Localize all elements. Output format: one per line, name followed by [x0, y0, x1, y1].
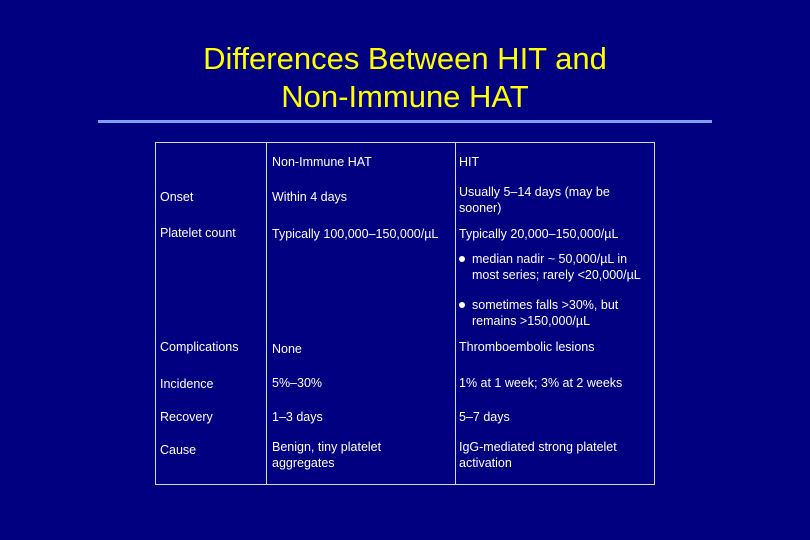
- row-label-incidence: Incidence: [160, 377, 214, 391]
- comparison-table: Non-Immune HAT HIT Onset Within 4 days U…: [155, 142, 655, 485]
- row-label-platelet-count: Platelet count: [160, 226, 236, 240]
- cell-recovery-hit: 5–7 days: [459, 410, 510, 424]
- header-hit: HIT: [459, 155, 480, 169]
- header-non-immune-hat: Non-Immune HAT: [272, 155, 372, 169]
- cell-incidence-nonimmune: 5%–30%: [272, 376, 323, 390]
- table-column-divider-1: [266, 142, 267, 485]
- cell-platelet-hit: Typically 20,000–150,000/µL: [459, 227, 619, 241]
- slide-title: Differences Between HIT and Non-Immune H…: [0, 40, 810, 116]
- bullet-icon: [459, 302, 465, 308]
- cell-platelet-nonimmune: Typically 100,000–150,000/µL: [272, 227, 439, 241]
- cell-onset-hit: Usually 5–14 days (may be sooner): [459, 185, 610, 215]
- bullet-icon: [459, 256, 465, 262]
- cell-cause-nonimmune: Benign, tiny platelet aggregates: [272, 440, 382, 470]
- slide-title-line-1: Differences Between HIT and: [203, 41, 607, 76]
- slide-title-line-2: Non-Immune HAT: [281, 79, 529, 114]
- table-column-divider-2: [455, 142, 456, 485]
- table-border-bottom: [155, 484, 655, 485]
- cell-onset-nonimmune: Within 4 days: [272, 190, 348, 204]
- row-label-complications: Complications: [160, 340, 239, 354]
- table-border-left: [155, 142, 156, 485]
- row-label-cause: Cause: [160, 443, 197, 457]
- table-border-top: [155, 142, 655, 143]
- title-divider: [98, 120, 712, 123]
- table-border-right: [654, 142, 655, 485]
- row-label-onset: Onset: [160, 190, 194, 204]
- cell-cause-hit: IgG-mediated strong platelet activation: [459, 440, 617, 470]
- row-label-recovery: Recovery: [160, 410, 213, 424]
- platelet-hit-bullet-2: sometimes falls >30%, but remains >150,0…: [472, 298, 619, 328]
- cell-complications-nonimmune: None: [272, 342, 302, 356]
- cell-recovery-nonimmune: 1–3 days: [272, 410, 323, 424]
- cell-complications-hit: Thromboembolic lesions: [459, 340, 595, 354]
- platelet-hit-bullet-1: median nadir ~ 50,000/µL in most series;…: [472, 252, 641, 282]
- cell-incidence-hit: 1% at 1 week; 3% at 2 weeks: [459, 376, 623, 390]
